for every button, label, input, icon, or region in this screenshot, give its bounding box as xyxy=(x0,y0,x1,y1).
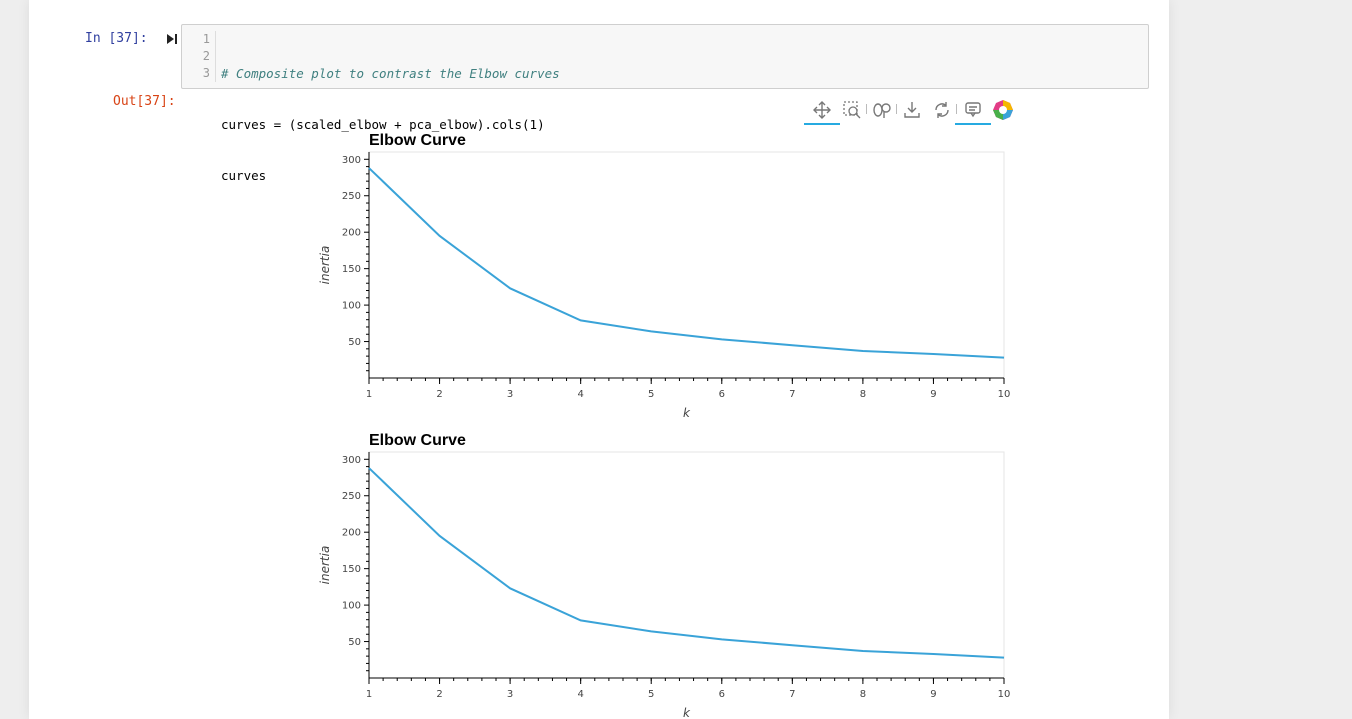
x-tick-label: 10 xyxy=(998,389,1011,400)
code-line: curves = (scaled_elbow + pca_elbow).cols… xyxy=(221,117,545,132)
line-number-gutter: 1 2 3 xyxy=(182,31,216,82)
x-tick-label: 9 xyxy=(930,689,936,700)
x-tick-label: 3 xyxy=(507,689,513,700)
box-zoom-icon[interactable] xyxy=(841,99,863,121)
x-tick-label: 7 xyxy=(789,689,795,700)
x-tick-label: 9 xyxy=(930,389,936,400)
plot-frame xyxy=(368,451,1005,679)
y-tick-label: 100 xyxy=(342,301,361,312)
pan-icon[interactable] xyxy=(804,99,840,125)
y-tick-label: 300 xyxy=(342,455,361,466)
input-prompt: In [37]: xyxy=(85,31,148,46)
series-line xyxy=(368,467,1005,659)
code-line: curves xyxy=(221,168,267,183)
x-axis-label: k xyxy=(683,706,691,719)
y-tick-label: 150 xyxy=(342,564,361,575)
x-tick-label: 2 xyxy=(436,389,442,400)
chart-title: Elbow Curve xyxy=(369,132,466,149)
x-tick-label: 6 xyxy=(719,389,725,400)
line-number: 1 xyxy=(202,32,210,46)
notebook-panel: In [37]: 1 2 3 # Composite plot to contr… xyxy=(29,0,1169,719)
toolbar-divider xyxy=(866,104,867,114)
x-tick-label: 3 xyxy=(507,389,513,400)
hover-icon[interactable] xyxy=(955,99,991,125)
y-tick-label: 300 xyxy=(342,155,361,166)
output-prompt: Out[37]: xyxy=(113,94,176,109)
plot-frame xyxy=(368,151,1005,379)
x-tick-label: 8 xyxy=(860,689,866,700)
y-axis-label: inertia xyxy=(318,246,332,285)
chart-title: Elbow Curve xyxy=(369,432,466,449)
toolbar-divider xyxy=(896,104,897,114)
x-tick-label: 4 xyxy=(577,689,583,700)
y-axis-label: inertia xyxy=(318,546,332,585)
save-icon[interactable] xyxy=(901,99,923,121)
code-text[interactable]: # Composite plot to contrast the Elbow c… xyxy=(221,31,560,218)
y-tick-label: 50 xyxy=(348,637,361,648)
y-tick-label: 150 xyxy=(342,264,361,275)
x-tick-label: 6 xyxy=(719,689,725,700)
code-line: # Composite plot to contrast the Elbow c… xyxy=(221,66,560,81)
y-tick-label: 50 xyxy=(348,337,361,348)
x-tick-label: 8 xyxy=(860,389,866,400)
x-tick-label: 5 xyxy=(648,389,654,400)
series-line xyxy=(368,167,1005,359)
y-tick-label: 250 xyxy=(342,191,361,202)
y-tick-label: 100 xyxy=(342,601,361,612)
x-tick-label: 1 xyxy=(366,389,372,400)
x-tick-label: 10 xyxy=(998,689,1011,700)
y-tick-label: 200 xyxy=(342,228,361,239)
wheel-zoom-icon[interactable] xyxy=(871,99,893,121)
bokeh-logo[interactable] xyxy=(992,99,1014,121)
x-tick-label: 2 xyxy=(436,689,442,700)
code-cell-editor[interactable]: 1 2 3 # Composite plot to contrast the E… xyxy=(181,24,1149,183)
x-tick-label: 7 xyxy=(789,389,795,400)
x-tick-label: 5 xyxy=(648,689,654,700)
run-cell-icon[interactable] xyxy=(166,33,178,45)
reset-icon[interactable] xyxy=(931,99,953,121)
line-number: 2 xyxy=(202,49,210,63)
toolbar-divider xyxy=(956,104,957,114)
y-tick-label: 200 xyxy=(342,528,361,539)
line-number: 3 xyxy=(202,66,210,80)
y-tick-label: 250 xyxy=(342,491,361,502)
x-tick-label: 1 xyxy=(366,689,372,700)
x-tick-label: 4 xyxy=(577,389,583,400)
x-axis-label: k xyxy=(683,406,691,420)
